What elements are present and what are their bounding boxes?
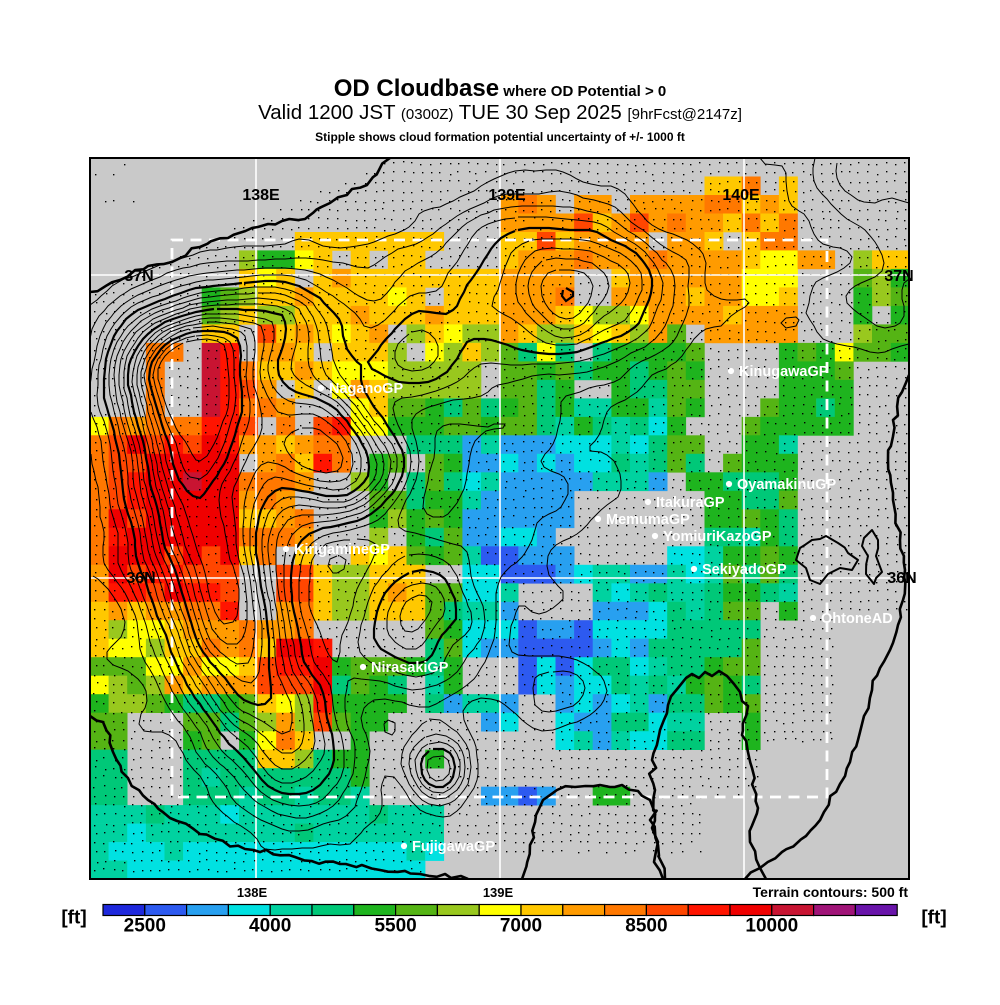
svg-text:10000: 10000	[745, 916, 798, 937]
svg-text:36N: 36N	[126, 570, 155, 587]
svg-text:KinugawaGP: KinugawaGP	[739, 364, 829, 380]
svg-text:7000: 7000	[500, 916, 542, 937]
svg-text:139E: 139E	[483, 885, 514, 900]
svg-text:SekiyadoGP: SekiyadoGP	[702, 562, 787, 578]
svg-text:[ft]: [ft]	[921, 908, 946, 929]
svg-text:37N: 37N	[124, 268, 153, 285]
svg-text:FujigawaGP: FujigawaGP	[412, 839, 495, 855]
svg-text:139E: 139E	[488, 187, 526, 204]
svg-text:140E: 140E	[722, 187, 760, 204]
svg-text:5500: 5500	[374, 916, 416, 937]
svg-text:MemumaGP: MemumaGP	[606, 512, 690, 528]
svg-text:NirasakiGP: NirasakiGP	[371, 660, 449, 676]
svg-text:138E: 138E	[242, 187, 280, 204]
svg-text:NaganoGP: NaganoGP	[329, 381, 403, 397]
svg-text:YomiuriKazoGP: YomiuriKazoGP	[663, 529, 772, 545]
svg-text:Terrain contours: 500 ft: Terrain contours: 500 ft	[753, 884, 909, 900]
svg-text:36N: 36N	[887, 570, 916, 587]
svg-text:KirigamineGP: KirigamineGP	[294, 542, 390, 558]
svg-text:[ft]: [ft]	[61, 908, 86, 929]
svg-text:37N: 37N	[884, 268, 913, 285]
svg-text:OyamakinuGP: OyamakinuGP	[737, 477, 836, 493]
svg-text:2500: 2500	[124, 916, 166, 937]
svg-text:OhtoneAD: OhtoneAD	[821, 611, 893, 627]
svg-text:4000: 4000	[249, 916, 291, 937]
svg-text:ItakuraGP: ItakuraGP	[656, 495, 725, 511]
svg-text:8500: 8500	[625, 916, 667, 937]
svg-text:138E: 138E	[237, 885, 268, 900]
